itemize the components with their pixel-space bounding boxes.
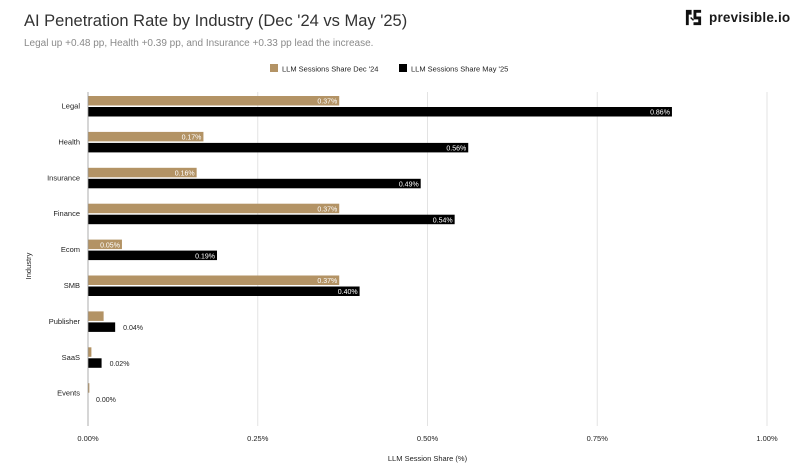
data-label: 0.17% [182, 135, 202, 142]
category-label: Health [58, 137, 80, 146]
bar [88, 286, 360, 296]
bar [88, 107, 672, 117]
data-label: 0.04% [123, 325, 143, 332]
x-axis-title: LLM Session Share (%) [388, 454, 468, 463]
data-label: 0.37% [317, 278, 337, 285]
bar [88, 347, 92, 357]
bars [88, 96, 672, 393]
category-label: Events [57, 389, 80, 398]
legend: LLM Sessions Share Dec '24 LLM Sessions S… [270, 64, 508, 74]
legend-swatch [399, 64, 407, 72]
bar [88, 250, 218, 261]
bar [88, 203, 340, 214]
category-label: Insurance [47, 173, 80, 182]
data-label: 0.40% [338, 289, 358, 296]
x-tick-label: 0.25% [247, 434, 269, 443]
legend-swatch [270, 64, 278, 72]
bar [88, 322, 116, 332]
data-label: 0.49% [399, 182, 419, 189]
data-label: 0.02% [110, 361, 130, 368]
data-label: 0.19% [195, 253, 215, 260]
x-tick-label: 1.00% [756, 434, 778, 443]
brand-name: previsible.io [709, 10, 791, 25]
brand: previsible.io [684, 8, 790, 27]
bar [88, 275, 340, 285]
category-label: Publisher [49, 317, 81, 326]
category-label: Ecom [61, 245, 80, 254]
x-tick-label: 0.00% [77, 434, 99, 443]
bar [88, 178, 421, 189]
bar [88, 167, 197, 178]
data-label: 0.16% [175, 171, 195, 178]
previsible-logo-icon [685, 9, 702, 26]
data-label: 0.86% [650, 110, 670, 117]
data-label: 0.56% [446, 146, 466, 153]
data-labels: 0.37% 0.86% 0.17% 0.56% 0.16% 0.49% 0.37% 0.54%… [96, 99, 670, 404]
bar [88, 239, 122, 250]
data-label: 0.54% [433, 217, 453, 224]
legend-label: LLM Sessions Share May '25 [411, 65, 508, 74]
chart-title: AI Penetration Rate by Industry (Dec '24… [24, 12, 408, 30]
data-label: 0.05% [100, 242, 120, 249]
axes: 0.00% 0.25% 0.50% 0.75% 1.00% LLM Session Sha… [24, 92, 778, 463]
bar [88, 96, 340, 106]
data-label: 0.00% [96, 397, 116, 404]
category-label: Legal [62, 102, 81, 111]
chart-subtitle: Legal up +0.48 pp, Health +0.39 pp, and … [24, 38, 374, 49]
x-tick-label: 0.50% [417, 434, 439, 443]
data-label: 0.37% [317, 206, 337, 213]
grid-lines [257, 92, 768, 426]
bar [88, 358, 102, 368]
bar [88, 131, 204, 142]
bar [88, 383, 90, 393]
bar [88, 214, 455, 225]
y-axis-title: Industry [24, 252, 33, 279]
bar [88, 142, 469, 153]
category-label: SaaS [62, 353, 80, 362]
category-label: Finance [53, 209, 80, 218]
legend-label: LLM Sessions Share Dec '24 [282, 65, 378, 74]
data-label: 0.37% [317, 99, 337, 106]
category-label: SMB [64, 281, 80, 290]
x-tick-label: 0.75% [587, 434, 609, 443]
bar [88, 311, 104, 321]
